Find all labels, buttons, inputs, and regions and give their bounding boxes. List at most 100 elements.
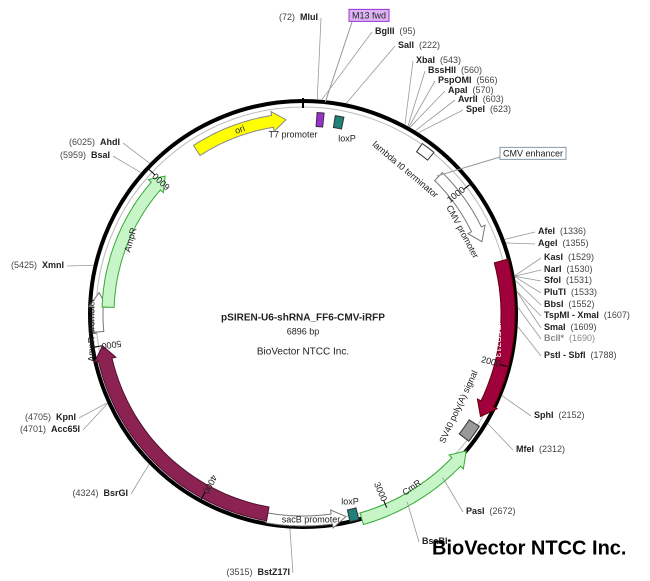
site-name: XbaI — [416, 55, 435, 65]
site-name: NarI — [544, 264, 562, 274]
site-line — [122, 142, 150, 164]
site-position: (1533) — [571, 287, 597, 297]
site-position: (1355) — [563, 238, 589, 248]
site-name: AhdI — [100, 137, 120, 147]
site-label: (4705) KpnI — [25, 412, 76, 422]
site-name: AgeI — [538, 238, 558, 248]
site-line — [112, 155, 142, 174]
site-label: XbaI (543) — [416, 55, 461, 65]
site-label: (3515) BstZ17I — [226, 567, 290, 577]
site-position: (543) — [440, 55, 461, 65]
site-position: (570) — [473, 85, 494, 95]
site-label: SphI (2152) — [534, 410, 585, 420]
site-label: KasI (1529) — [544, 252, 594, 262]
site-position: (1609) — [571, 322, 597, 332]
site-line — [82, 403, 108, 431]
feature-arrow — [415, 142, 435, 161]
feature-arrow — [346, 507, 360, 523]
site-line — [321, 31, 373, 101]
site-position: (1529) — [568, 252, 594, 262]
feature-arrow — [265, 509, 347, 529]
site-position: (5959) — [60, 150, 86, 160]
site-label: PluTI (1533) — [544, 287, 597, 297]
site-position: (3515) — [226, 567, 252, 577]
site-line — [487, 423, 514, 451]
site-name: SalI — [398, 40, 414, 50]
site-name: MluI — [300, 12, 318, 22]
site-label: NarI (1530) — [544, 264, 593, 274]
site-position: (5425) — [11, 260, 37, 270]
site-line — [501, 395, 532, 417]
site-line — [78, 402, 108, 419]
site-name: AvrII — [458, 94, 478, 104]
site-label: BssHII (560) — [428, 65, 482, 75]
site-line — [289, 528, 294, 574]
site-position: (1788) — [591, 350, 617, 360]
site-line — [316, 17, 322, 100]
site-position: (1690) — [569, 333, 595, 343]
site-name: ApaI — [448, 85, 468, 95]
feature-label: sacB promoter — [282, 514, 341, 524]
site-name: PluTI — [544, 287, 566, 297]
leader-line — [436, 156, 501, 177]
feature-arrow — [476, 258, 516, 418]
site-label: SalI (222) — [398, 40, 440, 50]
site-name: Acc65I — [51, 424, 80, 434]
feature-arrow — [93, 345, 270, 522]
primer-label: M13 fwd — [352, 10, 386, 20]
site-name: TspMI - XmaI — [544, 310, 599, 320]
site-line — [418, 109, 464, 134]
site-line — [442, 477, 464, 513]
site-name: AfeI — [538, 226, 555, 236]
feature-arrow — [192, 110, 287, 157]
site-label: ApaI (570) — [448, 85, 494, 95]
site-label: (4324) BsrGI — [72, 488, 128, 498]
site-label: TspMI - XmaI (1607) — [544, 310, 630, 320]
site-position: (1530) — [567, 264, 593, 274]
site-position: (566) — [477, 75, 498, 85]
site-line — [409, 90, 446, 128]
site-position: (603) — [483, 94, 504, 104]
site-line — [516, 290, 542, 317]
site-position: (1607) — [604, 310, 630, 320]
site-name: BsaI — [91, 150, 110, 160]
watermark: BioVector NTCC Inc. — [432, 537, 626, 559]
primer-box — [348, 8, 390, 22]
site-line — [517, 326, 542, 357]
site-line — [408, 80, 436, 128]
site-label: (5425) XmnI — [11, 260, 64, 270]
site-position: (4324) — [72, 488, 98, 498]
site-line — [514, 275, 542, 282]
site-name: BclI* — [544, 333, 565, 343]
scale-tick — [200, 491, 206, 500]
plasmid-name: pSIREN-U6-shRNA_FF6-CMV-iRFP — [221, 313, 385, 324]
site-name: BsrGI — [103, 488, 128, 498]
site-label: AfeI (1336) — [538, 226, 586, 236]
plasmid-size: 6896 bp — [287, 326, 320, 336]
site-label: (72) MluI — [279, 12, 318, 22]
site-position: (2672) — [490, 506, 516, 516]
site-label: SpeI (623) — [466, 104, 511, 114]
site-label: (5959) BsaI — [60, 150, 110, 160]
site-position: (222) — [419, 40, 440, 50]
site-position: (1552) — [569, 299, 595, 309]
site-line — [66, 264, 94, 267]
feature-arrow — [458, 419, 481, 442]
company: BioVector NTCC Inc. — [257, 347, 349, 358]
feature-label: AmpR promoter — [86, 298, 96, 362]
site-label: (4701) Acc65I — [20, 424, 80, 434]
scale-tick — [383, 500, 388, 508]
site-position: (1336) — [560, 226, 586, 236]
scale-tick — [94, 345, 103, 348]
site-label: AgeI (1355) — [538, 238, 589, 248]
site-name: KasI — [544, 252, 563, 262]
feature-label: ori — [233, 123, 246, 136]
site-name: BsaBI — [422, 536, 448, 546]
scale-tick — [463, 184, 471, 190]
site-name: BssHII — [428, 65, 456, 75]
feature-label: loxP — [338, 133, 356, 143]
site-name: PasI — [466, 506, 485, 516]
scale-tick — [499, 363, 508, 367]
site-line — [407, 70, 426, 127]
